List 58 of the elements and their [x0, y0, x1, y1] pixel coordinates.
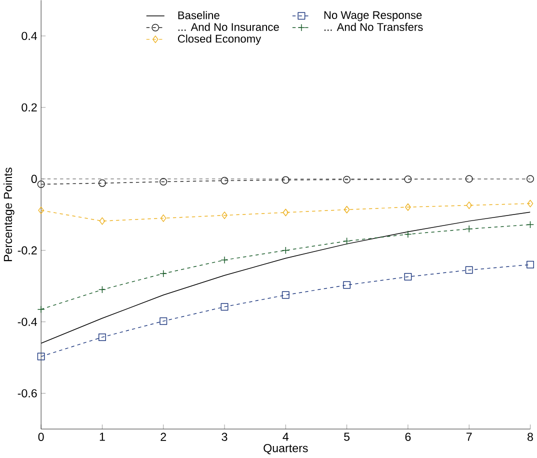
point: [527, 200, 534, 208]
point: [465, 225, 473, 233]
x-tick-label: 5: [344, 432, 350, 441]
point: [465, 175, 473, 183]
point: [98, 180, 106, 188]
y-tick-label: -0.2: [18, 246, 37, 255]
x-tick-label: 1: [100, 432, 105, 441]
point: [220, 177, 228, 185]
point: [160, 270, 168, 278]
point: [343, 176, 351, 184]
x-tick-label: 4: [282, 432, 289, 441]
y-tick-label: -0.6: [18, 389, 37, 398]
x-axis-title: Quarters: [264, 444, 308, 454]
x-tick-label: 0: [38, 432, 44, 442]
point: [37, 180, 45, 188]
point: [526, 261, 534, 268]
point: [282, 208, 289, 216]
point: [37, 306, 45, 314]
point: [160, 317, 168, 325]
legend-label: No Wage Response: [324, 11, 422, 22]
y-tick-label: -0.4: [18, 318, 38, 326]
point: [160, 214, 166, 222]
point: [466, 202, 472, 210]
x-tick-label: 3: [222, 432, 228, 442]
point: [526, 220, 534, 228]
point: [343, 281, 351, 289]
point: [405, 203, 411, 211]
point: [98, 286, 106, 294]
point: [282, 246, 290, 254]
legend-label: Closed Economy: [178, 34, 262, 45]
point: [38, 206, 44, 214]
y-tick-label: 0.2: [22, 103, 37, 112]
point: [282, 291, 290, 299]
legend-label: ... And No Transfers: [324, 22, 423, 32]
point: [282, 176, 290, 184]
point: [404, 273, 412, 281]
point: [343, 237, 351, 245]
y-tick-label: 0: [31, 174, 37, 184]
x-tick-label: 7: [466, 432, 472, 441]
point: [160, 178, 168, 186]
point: [220, 256, 228, 264]
point: [222, 212, 228, 220]
point: [344, 206, 350, 214]
point: [37, 352, 45, 360]
x-tick-label: 2: [160, 432, 166, 441]
point: [404, 176, 412, 184]
point: [98, 334, 106, 342]
point: [526, 175, 534, 183]
point: [99, 217, 106, 225]
legend-label: ... And No Insurance: [178, 22, 279, 32]
y-tick-label: 0.4: [22, 32, 38, 40]
point: [404, 230, 412, 238]
point: [220, 303, 228, 311]
legend-label: Baseline: [178, 11, 220, 20]
x-tick-label: 8: [528, 432, 533, 442]
point: [465, 266, 473, 274]
y-axis-title: Percentage Points: [4, 168, 14, 262]
x-tick-label: 6: [405, 432, 411, 442]
